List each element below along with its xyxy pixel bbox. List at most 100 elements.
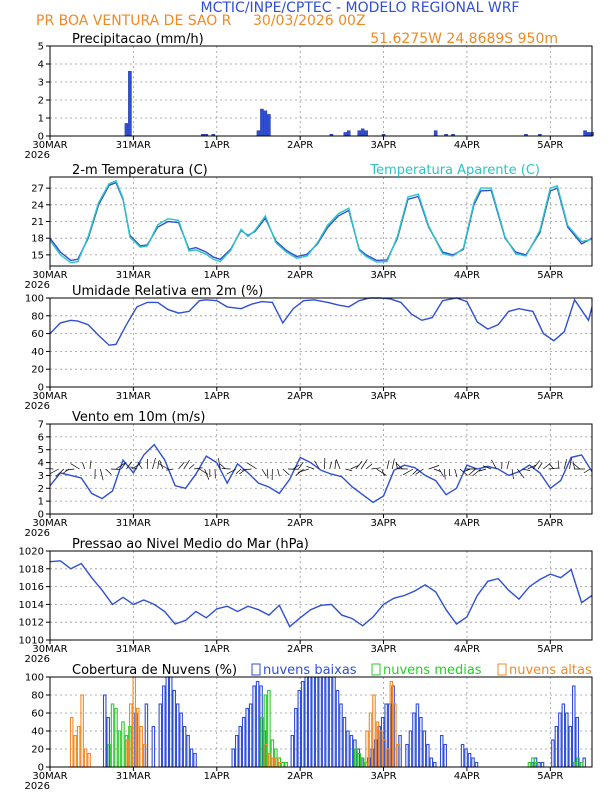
y-tick-label: 0: [38, 510, 44, 521]
panel-title: Umidade Relativa em 2m (%): [72, 284, 263, 299]
x-tick-year: 2026: [25, 280, 50, 291]
cloud-bar-blue: [252, 685, 256, 768]
cloud-bar-blue: [297, 689, 302, 768]
precip-bar: [343, 132, 348, 137]
legend-label: nuvens medias: [383, 663, 482, 678]
wind-arrow: [261, 468, 267, 476]
cloud-bar-blue: [443, 743, 447, 768]
cloud-bar-blue: [568, 725, 573, 768]
legend-label: nuvens altas: [509, 663, 592, 678]
cloud-bar-blue: [245, 707, 249, 768]
y-tick-label: 1016: [19, 582, 44, 593]
cloud-bar-blue: [318, 676, 322, 768]
wind-arrow: [381, 468, 385, 477]
legend-label: nuvens baixas: [263, 663, 357, 678]
x-tick-label: 3APR: [370, 644, 396, 655]
y-tick-label: 5: [38, 445, 44, 456]
precip-bar: [256, 130, 261, 137]
x-tick-label: 3APR: [370, 771, 396, 782]
wind-arrow: [204, 468, 210, 480]
cloud-bar-blue: [415, 703, 420, 768]
precip-bar: [357, 130, 361, 137]
cloud-bar-orange: [76, 725, 81, 768]
x-tick-label: 1APR: [204, 771, 230, 782]
wind-arrow: [563, 459, 567, 470]
series-line-cyan: [49, 179, 593, 264]
wind-arrow: [335, 459, 341, 470]
panel-frame: [49, 45, 593, 137]
cloud-bar-blue: [255, 680, 260, 768]
legend-swatch: [251, 663, 261, 676]
y-tick-label: 40: [31, 727, 44, 738]
wind-arrow: [297, 468, 309, 473]
y-tick-label: 4: [38, 60, 44, 71]
cloud-bar-orange: [73, 734, 77, 768]
x-tick-year: 2026: [25, 150, 50, 161]
x-tick-label: 3APR: [370, 518, 396, 529]
x-tick-label: 3APR: [370, 391, 396, 402]
precip-bar: [364, 130, 368, 137]
wind-arrow: [183, 460, 190, 470]
wind-arrow: [137, 461, 143, 470]
panel-title: Precipitacao (mm/h): [72, 32, 204, 47]
y-tick-label: 6: [38, 432, 44, 443]
wind-arrow: [415, 468, 424, 475]
y-tick-label: 1: [38, 114, 44, 125]
x-tick-label: 31MAR: [116, 140, 151, 151]
x-tick-label: 4APR: [454, 518, 480, 529]
cloud-bar-blue: [419, 716, 423, 768]
wind-arrow: [165, 468, 174, 471]
y-tick-label: 3: [38, 78, 44, 89]
wind-arrow: [478, 468, 487, 472]
x-tick-label: 2APR: [287, 140, 313, 151]
x-tick-label: 31MAR: [116, 270, 151, 281]
x-tick-label: 30MAR: [32, 771, 67, 782]
cloud-bar-orange: [69, 716, 74, 768]
wind-arrow: [246, 462, 257, 470]
x-tick-label: 2APR: [287, 771, 313, 782]
wind-arrow: [50, 468, 59, 474]
wind-arrow: [438, 468, 445, 477]
cloud-bar-green: [110, 703, 115, 768]
legend-swatch: [497, 663, 507, 676]
wind-arrow: [569, 457, 573, 470]
wind-arrow: [548, 463, 555, 470]
y-tick-label: 0: [38, 763, 44, 774]
cloud-bar-blue: [558, 712, 562, 768]
wind-arrow: [329, 461, 333, 470]
cloud-bar-blue: [189, 748, 194, 768]
cloud-bar-blue: [321, 676, 326, 768]
series-line-blue: [49, 443, 593, 504]
wind-arrow: [462, 468, 471, 473]
cloud-bar-blue: [467, 752, 472, 768]
wind-arrow: [100, 468, 104, 481]
x-tick-year: 2026: [25, 401, 50, 412]
y-tick-label: 0: [38, 383, 44, 394]
wind-arrow: [355, 461, 363, 470]
wind-arrow: [532, 460, 541, 470]
panel-title: Pressao ao Nivel Medio do Mar (hPa): [72, 537, 309, 552]
cloud-bar-green: [114, 707, 118, 768]
wind-arrow: [472, 468, 482, 477]
cloud-bar-blue: [422, 730, 427, 768]
wind-arrow: [194, 467, 203, 470]
precip-bar: [267, 114, 271, 137]
header-location: 51.6275W 24.8689S 950m: [370, 31, 558, 47]
cloud-bar-blue: [179, 712, 183, 768]
wind-arrow: [517, 468, 525, 479]
wind-arrow: [537, 462, 543, 470]
cloud-bar-blue: [175, 703, 180, 768]
wind-arrow: [491, 459, 497, 470]
wind-arrow: [402, 468, 414, 476]
wind-arrow: [45, 468, 54, 470]
wind-arrow: [334, 460, 337, 470]
wind-arrow: [572, 461, 575, 470]
cloud-bar-blue: [565, 712, 569, 768]
panel-frame: [49, 423, 593, 515]
cloud-bar-orange: [83, 748, 88, 768]
cloud-bar-blue: [342, 716, 347, 768]
cloud-bar-blue: [429, 757, 434, 768]
